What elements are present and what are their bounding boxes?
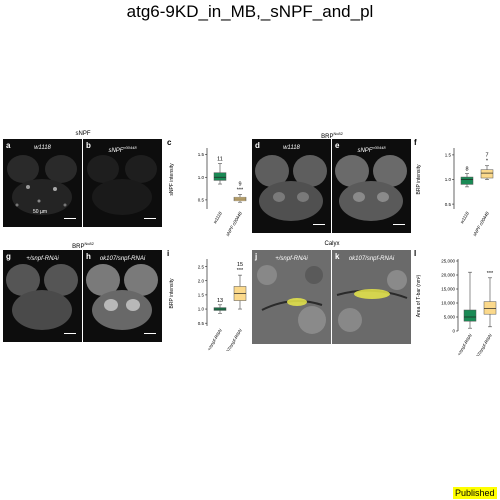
panel-label-a: a <box>6 141 11 150</box>
micrograph-g: g +/snpf-RNAi <box>3 250 82 342</box>
y-tick-label: 1.0 <box>198 175 205 180</box>
y-axis-label: BRP intensity <box>416 164 422 194</box>
y-tick-label: 25,000 <box>441 259 455 264</box>
y-tick-label: 5,000 <box>444 315 456 320</box>
significance-label: *** <box>487 271 494 277</box>
y-tick-label: 0.5 <box>198 198 205 203</box>
y-tick-label: 10,000 <box>441 301 455 306</box>
micrograph-d: d w1118 <box>252 139 331 233</box>
scale-bar <box>144 217 156 219</box>
y-tick-label: 2.5 <box>198 264 205 269</box>
boxplot-f: f BRP intensity 0.5 1.0 1.5 8 w1118 *7 sNPF c004… <box>414 138 494 237</box>
significance-label: *** <box>237 187 244 193</box>
sample-size-label: 8 <box>465 167 468 173</box>
panel-label-k: k <box>335 252 340 261</box>
x-category-label: ok107/snpf-RNAi <box>222 327 244 351</box>
box <box>480 169 494 179</box>
x-category-label: w1118 <box>212 211 223 225</box>
y-tick-label: 1.5 <box>445 153 452 158</box>
y-tick-label: 0.5 <box>198 321 205 326</box>
boxplot-i: i BRP intensity 0.5 1.0 1.5 2.0 2.5 13 +/snpf-RN… <box>167 249 247 351</box>
genotype-label-j: +/snpf-RNAi <box>275 256 308 262</box>
boxplot-l: l Area of T-bar (nm²) 0 5,000 10,000 15,000 20… <box>414 249 497 356</box>
significance-label: * <box>486 159 489 165</box>
box <box>463 309 477 322</box>
y-tick-label: 1.0 <box>445 177 452 182</box>
micrograph-b: b sNPFc00448 <box>83 139 162 227</box>
group-title-brp-top: BRPNc82 <box>321 131 343 140</box>
y-axis-label: Area of T-bar (nm²) <box>416 274 422 317</box>
genotype-label-k: ok107/snpf-RNAi <box>348 256 395 262</box>
micrograph-h: h ok107/snpf-RNAi <box>83 250 162 342</box>
x-category-label: w1118 <box>459 211 470 225</box>
genotype-label-d: w1118 <box>283 145 300 151</box>
scale-bar-text: 50 µm <box>33 209 47 215</box>
panel-label-c: c <box>167 138 172 147</box>
y-axis-label: BRP intensity <box>169 278 175 308</box>
genotype-label-g: +/snpf-RNAi <box>26 256 59 262</box>
published-badge: Published <box>453 487 497 499</box>
box <box>483 301 497 315</box>
x-category-label: +/snpf-RNAi <box>456 332 473 356</box>
y-tick-label: 1.5 <box>198 293 205 298</box>
y-tick-label: 1.0 <box>198 307 205 312</box>
scale-bar <box>313 223 325 225</box>
y-axis-label: sNPF intensity <box>169 163 175 196</box>
sample-size-label: 15 <box>237 262 243 268</box>
page-title: atg6-9KD_in_MB,_sNPF_and_pl <box>126 2 374 21</box>
scale-bar <box>393 223 405 225</box>
micrograph-k: k ok107/snpf-RNAi <box>332 250 411 344</box>
box <box>460 176 474 185</box>
group-title-brp-bottom: BRPNc82 <box>72 241 94 250</box>
y-tick-label: 2.0 <box>198 278 205 283</box>
sample-size-label: 9 <box>238 181 241 187</box>
genotype-label-h: ok107/snpf-RNAi <box>99 256 146 262</box>
micrograph-e: e sNPFc00448 <box>332 139 411 233</box>
micrograph-a: a w1118 50 µm <box>3 139 82 227</box>
group-title-calyx: Calyx <box>324 241 340 247</box>
panel-label-h: h <box>86 252 91 261</box>
x-category-label: sNPF c00448 <box>472 211 490 237</box>
y-tick-label: 0 <box>452 329 455 334</box>
scale-bar <box>144 332 156 334</box>
y-tick-label: 1.5 <box>198 152 205 157</box>
x-category-label: ok107/snpf-RNAi <box>472 332 494 356</box>
panel-label-f: f <box>414 138 417 147</box>
sample-size-label: 13 <box>217 298 223 304</box>
sample-size-label: 7 <box>485 153 488 159</box>
sample-size-label: 11 <box>217 157 223 163</box>
genotype-label-e: sNPFc00448 <box>357 145 386 154</box>
box <box>213 172 227 181</box>
panel-label-g: g <box>6 252 11 261</box>
scale-bar <box>64 217 76 219</box>
genotype-label-b: sNPFc00448 <box>108 145 137 154</box>
y-tick-label: 15,000 <box>441 287 455 292</box>
genotype-label-a: w1118 <box>34 145 51 151</box>
boxplot-c: c sNPF intensity 0.5 1.0 1.5 11 w1118 ***9 sNPF … <box>167 138 247 237</box>
scale-bar <box>64 332 76 334</box>
panel-label-i: i <box>167 249 169 258</box>
significance-label: *** <box>237 268 244 274</box>
micrograph-j: j +/snpf-RNAi <box>252 250 331 344</box>
x-category-label: +/snpf-RNAi <box>206 327 223 351</box>
panel-label-l: l <box>414 249 416 258</box>
panel-label-e: e <box>335 141 340 150</box>
group-title-snpf: sNPF <box>75 131 91 137</box>
panel-label-d: d <box>255 141 260 150</box>
x-category-label: sNPF c00448 <box>225 211 243 237</box>
y-tick-label: 20,000 <box>441 273 455 278</box>
y-tick-label: 0.5 <box>445 202 452 207</box>
panel-label-j: j <box>255 252 258 261</box>
panel-label-b: b <box>86 141 91 150</box>
